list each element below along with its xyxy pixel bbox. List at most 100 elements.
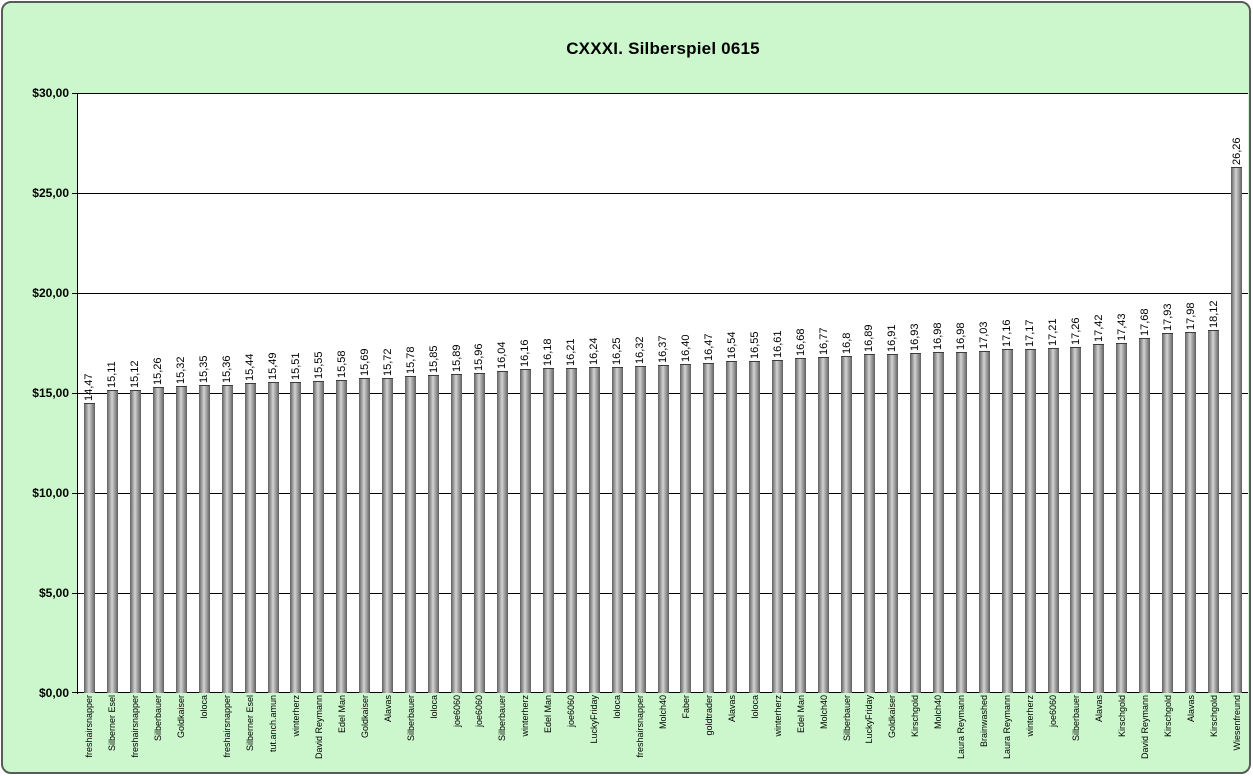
bar [863,354,875,693]
bar-value-label: 16,40 [679,334,692,362]
bar [1231,166,1243,693]
category-label: joe6060 [474,695,485,728]
bar-value-label: 16,61 [771,330,784,358]
bar [955,352,967,693]
bar-value-label: 15,55 [312,351,325,379]
bar-value-label: 16,77 [817,327,830,355]
bar [451,374,463,693]
bar-value-label: 15,85 [427,345,440,373]
category-label: freshairsnapper [130,695,141,758]
bar-value-label: 17,42 [1092,314,1105,342]
bar-value-label: 16,18 [542,338,555,367]
bar [313,381,325,693]
bar [1093,343,1105,693]
bar [221,384,233,693]
bar [336,380,348,693]
category-label: loloca [749,695,760,719]
bar [473,372,485,693]
bar [198,385,210,693]
bar [1001,348,1013,693]
category-label: Silberner Esel [245,695,256,752]
bar-value-label: 16,47 [702,333,715,361]
bar-value-label: 16,24 [588,337,601,366]
bar-value-label: 16,32 [634,336,647,364]
bar [1070,346,1082,693]
category-label: Silberbauer [497,695,508,742]
plot-area: 14,47 freshairsnapper 15,11 Silberner Esel 1… [78,93,1248,759]
bar-value-label: 15,96 [473,343,486,371]
bar-value-label: 17,03 [978,321,991,350]
category-label: Goldkaiser [176,695,187,739]
bar-value-label: 16,21 [565,338,578,366]
bar [1208,329,1220,693]
bar-value-label: 17,17 [1024,319,1037,347]
bar [290,381,302,693]
bar [795,358,807,693]
bar-value-label: 15,12 [129,360,142,388]
category-label: Silberbauer [1070,695,1081,742]
category-label: Edel Man [543,695,554,734]
category-label: LuckyFriday [589,695,600,744]
bar-value-label: 16,55 [748,331,761,359]
bar-value-label: 16,68 [794,328,807,357]
category-label: winterherz [520,695,531,737]
bar [978,351,990,693]
bar-value-label: 15,72 [381,348,394,376]
y-axis-tick-label: $0,00 [38,686,69,700]
bar-value-label: 15,69 [358,348,371,377]
category-label: Silberner Esel [107,695,118,752]
bar-value-label: 14,47 [83,373,96,401]
category-label: Molch40 [933,695,944,730]
category-label: Kirschgold [1162,695,1173,738]
bar [634,365,646,693]
bar [359,378,371,693]
bar [726,361,738,693]
bar-value-label: 15,26 [152,357,165,385]
bar-value-label: 16,54 [725,331,738,360]
category-label: Molch40 [818,695,829,730]
category-label: LuckyFriday [864,695,875,744]
category-label: Alavas [1185,695,1196,723]
bar [1162,333,1174,693]
bar-value-label: 17,93 [1161,303,1174,332]
category-label: Alavas [1093,695,1104,723]
y-axis-tick-label: $10,00 [32,486,69,500]
bar-value-label: 26,26 [1230,137,1243,165]
bar-value-label: 16,89 [863,324,876,353]
category-label: Goldkaiser [359,695,370,739]
category-label: freshairsnapper [84,695,95,758]
gridline [78,293,1248,294]
category-label: tut.anch.amun [268,695,278,753]
bar-value-label: 15,32 [175,356,188,384]
bar [657,364,669,693]
y-axis-line [77,93,78,694]
bar-value-label: 16,91 [886,324,899,352]
category-label: goldtrader [703,695,714,736]
bar [909,353,921,693]
bar [932,352,944,693]
category-label: Kirschgold [910,695,921,738]
bar-value-label: 16,93 [909,323,922,352]
category-label: Molch40 [658,695,668,730]
gridline [78,193,1248,194]
category-label: winterherz [772,695,783,737]
bar-value-label: 16,16 [519,339,532,367]
bar-value-label: 16,98 [932,322,945,351]
category-label: Kirschgold [1116,695,1127,738]
category-label: joe6060 [451,695,462,728]
y-axis-tick-label: $20,00 [32,286,69,300]
category-label: joe6060 [566,695,577,728]
bar [772,359,784,693]
category-label: freshairsnapper [222,695,233,758]
bar [1024,348,1036,693]
category-label: Goldkaiser [887,695,898,739]
bar [703,362,715,693]
category-label: winterherz [1025,695,1036,737]
bar [129,389,141,693]
bar-value-label: 15,36 [221,355,234,383]
bar [382,377,394,693]
bar [542,368,554,693]
bar [565,367,577,693]
category-label: loloca [428,695,439,719]
